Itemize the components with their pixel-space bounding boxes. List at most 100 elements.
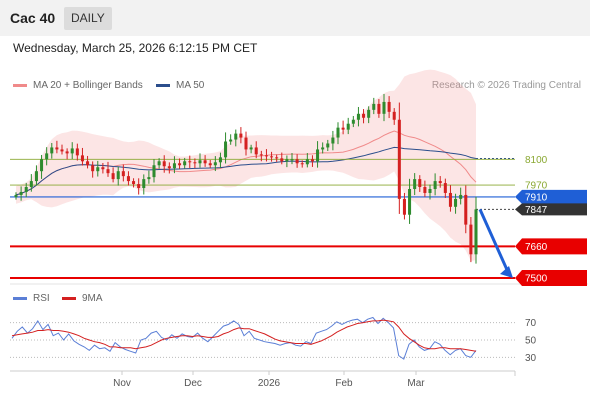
candle [132, 178, 136, 188]
candle [448, 185, 452, 212]
rsi-tick-label: 50 [525, 336, 537, 347]
candle-body [24, 187, 28, 192]
candle [316, 141, 320, 168]
candle [91, 161, 95, 178]
candle-body [275, 157, 279, 159]
rsi-line [11, 316, 477, 360]
candle [60, 144, 64, 155]
candle [152, 159, 156, 183]
support-label: 7660 [525, 242, 548, 253]
candle [224, 132, 228, 164]
candle [336, 122, 340, 145]
candle [167, 162, 171, 174]
candle-body [356, 113, 360, 120]
candle-body [34, 171, 38, 182]
candle [433, 173, 437, 196]
candle-body [305, 159, 309, 165]
candle [418, 175, 422, 192]
candle-body [423, 187, 427, 193]
legend-swatch-ma50 [156, 84, 170, 87]
candle-body [80, 155, 84, 162]
candle [264, 149, 268, 162]
candle [321, 142, 325, 154]
candle [29, 174, 33, 192]
candle-body [60, 149, 64, 152]
candle [111, 167, 115, 183]
candle-body [183, 161, 187, 166]
candle-body [224, 141, 228, 158]
candle [408, 178, 412, 224]
candle-body [45, 153, 49, 160]
candle-body [387, 101, 391, 112]
candle [377, 99, 381, 118]
pivot-tag [515, 189, 587, 204]
candle-body [351, 119, 355, 124]
candle-body [178, 163, 182, 166]
candle-body [321, 147, 325, 150]
forecast-arrow-head [500, 266, 513, 279]
candle [229, 134, 233, 145]
candle [142, 174, 146, 195]
candle-body [372, 103, 376, 110]
candle [75, 143, 79, 161]
candle-body [392, 111, 396, 120]
last-price-label: 7847 [525, 205, 548, 216]
candle-body [203, 160, 207, 164]
candle [372, 97, 376, 115]
x-tick-label: Nov [113, 378, 131, 389]
candle-body [96, 167, 100, 172]
candle-body [469, 224, 473, 255]
candle [259, 150, 263, 162]
candle [106, 161, 110, 177]
candle-body [402, 198, 406, 215]
timeframe-selector[interactable]: DAILY [64, 7, 112, 30]
candle-body [137, 184, 141, 189]
candle-body [229, 139, 233, 142]
candle [234, 129, 238, 147]
candle [96, 160, 100, 177]
legend-bollinger: MA 20 + Bollinger Bands [13, 80, 143, 91]
candle-body [280, 158, 284, 162]
candle [331, 130, 335, 151]
candle-body [413, 179, 417, 189]
bollinger-band [16, 69, 476, 261]
legend-ma50: MA 50 [156, 80, 204, 91]
candle-body [14, 194, 18, 197]
candle [24, 182, 28, 198]
candle-body [382, 101, 386, 114]
candle [137, 178, 141, 195]
candle-body [459, 194, 463, 199]
candle-body [239, 133, 243, 138]
candle [295, 154, 299, 168]
candle-body [167, 166, 171, 169]
rsi-tick-label: 30 [525, 353, 537, 364]
candle-body [310, 159, 314, 162]
candle [382, 94, 386, 122]
candle [19, 186, 23, 201]
legend-swatch-rsi-ma [62, 297, 76, 300]
candle [162, 155, 166, 173]
candle-body [172, 163, 176, 169]
candle-body [213, 162, 217, 166]
candle [438, 176, 442, 188]
candle-body [377, 103, 381, 114]
candle-body [418, 179, 422, 188]
candle [392, 108, 396, 125]
candle-body [254, 147, 258, 155]
legend-label-ma50: MA 50 [176, 80, 205, 91]
candle [464, 185, 468, 234]
candle [121, 164, 125, 182]
candle-body [75, 148, 79, 156]
candle [208, 160, 212, 168]
legend-label-bollinger: MA 20 + Bollinger Bands [33, 80, 143, 91]
candle-body [454, 198, 458, 207]
candle [126, 171, 130, 186]
candle-body [65, 151, 69, 154]
candle [362, 109, 366, 124]
candle-body [438, 181, 442, 184]
candle [290, 152, 294, 165]
candle-body [126, 176, 130, 182]
forecast-arrow-shaft [478, 208, 510, 273]
candle [326, 139, 330, 152]
